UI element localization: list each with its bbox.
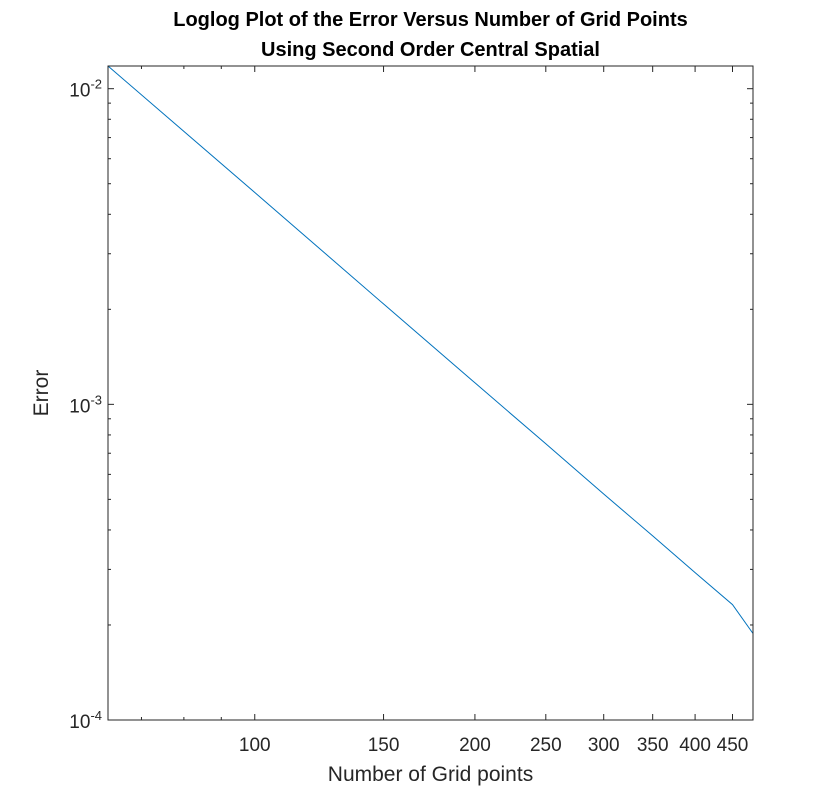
y-axis-label: Error [30,370,53,417]
chart-title-line-2: Using Second Order Central Spatial [261,39,600,61]
y-tick-label: 10-4 [69,708,102,733]
x-tick-label: 100 [239,735,271,756]
x-tick-labels: 100 150 200 250 300 350 400 450 [239,735,748,756]
x-tick-label: 200 [459,735,491,756]
x-tick-label: 450 [717,735,749,756]
x-tick-label: 150 [368,735,400,756]
x-tick-label: 250 [530,735,562,756]
x-tick-label: 300 [588,735,620,756]
x-axis-label: Number of Grid points [328,763,533,786]
series-line [107,65,754,634]
axes-box [107,65,754,721]
chart-title-line-1: Loglog Plot of the Error Versus Number o… [173,9,687,31]
major-ticks [108,66,753,721]
y-tick-label: 10-2 [69,77,102,102]
plot-area [108,66,753,720]
x-tick-label: 400 [679,735,711,756]
x-tick-label: 350 [637,735,669,756]
y-tick-labels: 10-4 10-3 10-2 [69,77,102,733]
y-tick-label: 10-3 [69,392,102,417]
